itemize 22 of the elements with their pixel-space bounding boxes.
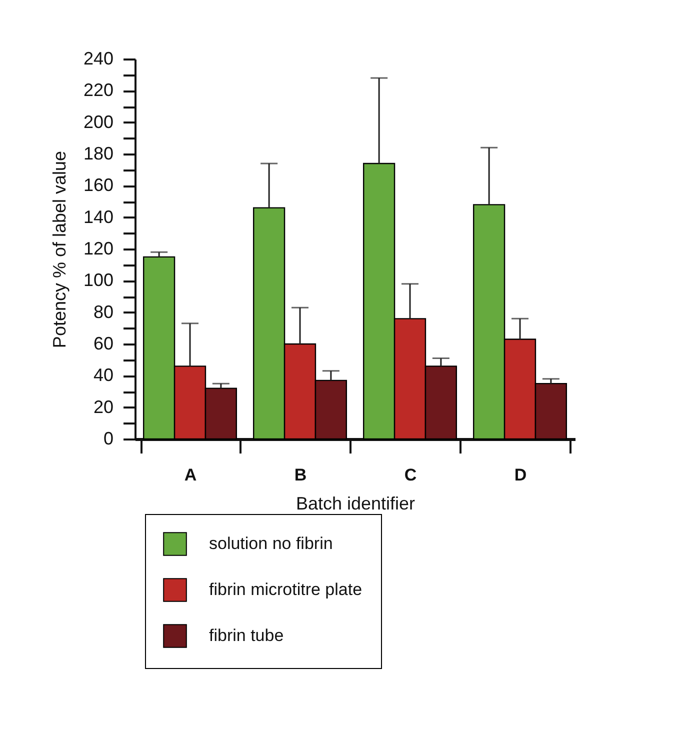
y-tick-label: 240 [83,48,114,68]
y-tick-label: 40 [93,365,114,386]
y-axis-title: Potency % of label value [49,150,70,348]
y-tick-label: 140 [83,206,114,227]
y-tick-label: 100 [83,270,114,290]
x-tick-label: B [294,466,307,484]
legend-label: solution no fibrin [209,534,333,553]
legend-label: fibrin tube [209,626,284,645]
x-tick-label: D [514,466,527,484]
x-tick-label: C [404,466,417,484]
y-tick-label: 80 [93,302,114,322]
y-tick-label: 20 [93,396,114,417]
x-axis-title: Batch identifier [296,494,416,514]
y-tick-label: 120 [83,238,114,258]
y-tick-label: 220 [83,80,114,100]
y-tick-label: 200 [83,112,114,132]
y-tick-label: 60 [93,334,114,354]
x-tick-label: A [184,466,197,484]
y-tick-label: 0 [103,428,114,448]
legend-label: fibrin microtitre plate [209,580,362,599]
y-tick-label: 160 [83,175,114,196]
y-tick-label: 180 [83,144,114,164]
